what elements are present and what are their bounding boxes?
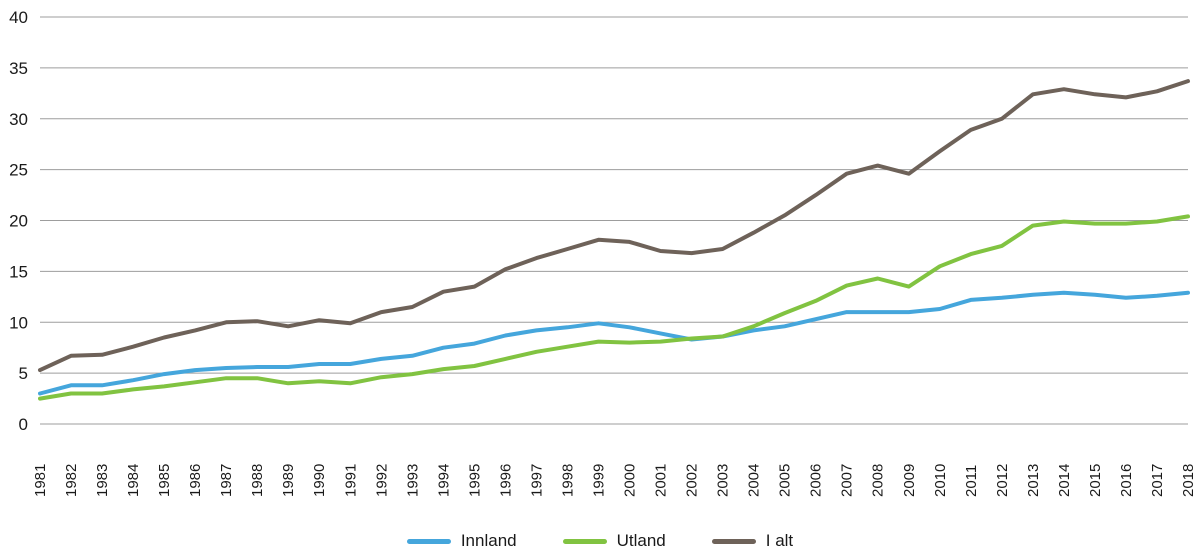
x-axis-tick-label-2007: 2007 (839, 464, 856, 497)
x-axis-tick-label-1985: 1985 (156, 464, 173, 497)
x-axis-tick-label-1993: 1993 (404, 464, 421, 497)
x-axis-tick-label-1983: 1983 (94, 464, 111, 497)
x-axis-tick-label-2001: 2001 (653, 464, 670, 497)
x-axis-tick-label-2002: 2002 (684, 464, 701, 497)
x-axis-tick-label-1988: 1988 (249, 464, 266, 497)
y-axis-tick-label-40: 40 (9, 8, 28, 27)
series-line-i-alt (38, 79, 1190, 373)
y-axis-tick-label-20: 20 (9, 212, 28, 231)
x-axis-tick-label-2009: 2009 (901, 464, 918, 497)
legend-item-ialt: I alt (711, 531, 794, 551)
x-axis-tick-label-1995: 1995 (466, 464, 483, 497)
y-axis-tick-label-5: 5 (19, 364, 28, 383)
x-axis-tick-label-1986: 1986 (187, 464, 204, 497)
y-axis-tick-label-30: 30 (9, 110, 28, 129)
x-axis-tick-label-2016: 2016 (1118, 464, 1135, 497)
x-axis-tick-label-2017: 2017 (1149, 464, 1166, 497)
y-axis-tick-label-10: 10 (9, 313, 28, 332)
utland-line-swatch-icon (562, 538, 607, 544)
x-axis-tick-label-2003: 2003 (715, 464, 732, 497)
x-axis-tick-label-2000: 2000 (622, 464, 639, 497)
x-axis-tick-label-1999: 1999 (590, 464, 607, 497)
x-axis-tick-label-2013: 2013 (1025, 464, 1042, 497)
innland-line-swatch-icon (406, 538, 451, 544)
x-axis-tick-label-1989: 1989 (280, 464, 297, 497)
y-axis-tick-label-25: 25 (9, 161, 28, 180)
legend-item-utland: Utland (562, 531, 666, 551)
legend-label-innland: Innland (460, 531, 517, 550)
x-axis-tick-label-2004: 2004 (746, 464, 763, 497)
x-axis-tick-label-2011: 2011 (963, 465, 980, 497)
x-axis-tick-label-2012: 2012 (994, 464, 1011, 497)
x-axis-tick-label-1982: 1982 (63, 464, 80, 497)
y-axis-tick-label-0: 0 (19, 415, 28, 434)
x-axis-tick-label-1981: 1981 (32, 464, 49, 497)
x-axis-tick-label-2010: 2010 (932, 464, 949, 497)
y-axis-tick-label-35: 35 (9, 59, 28, 78)
x-axis-tick-label-1997: 1997 (528, 464, 545, 497)
series-line-utland (38, 214, 1190, 401)
x-axis-tick-label-1990: 1990 (311, 464, 328, 497)
x-axis-tick-label-1992: 1992 (373, 464, 390, 497)
legend-label-utland: Utland (616, 531, 666, 550)
ialt-line-swatch-icon (711, 538, 756, 544)
x-axis-tick-label-2014: 2014 (1056, 464, 1073, 497)
legend-label-ialt: I alt (765, 531, 794, 550)
x-axis-tick-label-2006: 2006 (808, 464, 825, 497)
x-axis-tick-label-1991: 1991 (342, 464, 359, 497)
chart-legend: Innland Utland I alt (0, 531, 1200, 551)
x-axis-tick-label-2018: 2018 (1180, 464, 1197, 497)
x-axis-tick-label-1984: 1984 (125, 464, 142, 497)
x-axis-tick-label-2005: 2005 (777, 464, 794, 497)
x-axis-tick-label-2015: 2015 (1087, 464, 1104, 497)
x-axis-tick-label-1998: 1998 (559, 464, 576, 497)
x-axis-tick-label-2008: 2008 (870, 464, 887, 497)
y-axis-tick-label-15: 15 (9, 262, 28, 281)
legend-item-innland: Innland (406, 531, 517, 551)
series-line-innland (38, 290, 1190, 396)
x-axis-tick-label-1996: 1996 (497, 464, 514, 497)
x-axis-tick-label-1987: 1987 (218, 464, 235, 497)
x-axis-tick-label-1994: 1994 (435, 464, 452, 497)
